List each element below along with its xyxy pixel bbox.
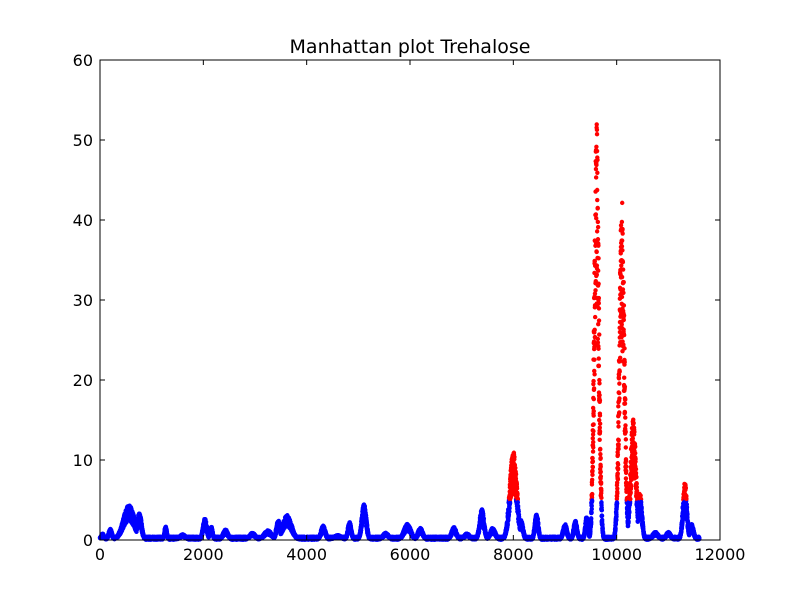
chart-title: Manhattan plot Trehalose — [290, 36, 531, 58]
data-point — [203, 519, 209, 525]
data-points — [97, 122, 702, 542]
